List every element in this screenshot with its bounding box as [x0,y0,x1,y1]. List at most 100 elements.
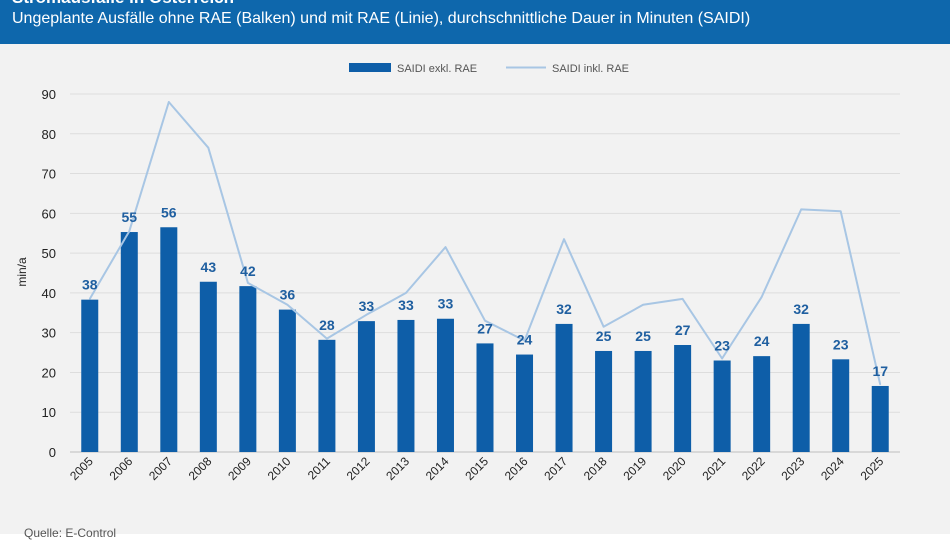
bar [595,350,613,452]
data-label: 17 [872,363,888,379]
data-label: 33 [359,298,375,314]
data-label: 24 [754,333,770,349]
x-tick-label: 2018 [581,454,610,483]
line-point [128,230,131,233]
x-tick-label: 2021 [699,454,728,483]
source-note: Quelle: E-Control [24,526,117,540]
x-tick-label: 2012 [344,454,373,483]
line-series [88,101,882,386]
y-tick-label: 80 [42,127,56,142]
y-axis-ticks: 0 10 20 30 40 50 60 70 80 90 [42,87,56,460]
line-point [405,292,407,294]
line-point [879,383,882,386]
y-tick-label: 70 [42,167,56,182]
bar [397,319,415,452]
line-point [88,298,91,300]
x-tick-label: 2013 [383,454,412,483]
data-label: 25 [596,328,612,344]
x-tick-label: 2015 [462,454,491,483]
y-axis-label: min/a [15,257,29,287]
x-tick-label: 2007 [146,454,175,483]
bar-series [81,227,889,452]
y-tick-label: 40 [42,286,56,301]
data-label: 23 [714,338,730,354]
line-point [721,357,723,360]
data-label: 56 [161,204,177,220]
legend-bar-swatch [349,63,391,72]
line-point [800,208,802,211]
data-label: 55 [121,209,137,225]
chart-title: Stromausfälle in Österreich [12,0,234,8]
legend-line-label: SAIDI inkl. RAE [552,63,629,75]
y-tick-label: 50 [42,246,56,261]
bar [476,343,494,452]
bar [516,354,534,452]
y-tick-label: 90 [42,87,56,102]
data-label: 25 [635,328,651,344]
line-point [681,298,684,300]
bar [278,309,296,452]
line-point [365,313,368,316]
data-label: 36 [280,287,296,303]
line-point [168,101,170,103]
bar [81,299,99,452]
bar [832,359,850,452]
chart-subtitle: Ungeplante Ausfälle ohne RAE (Balken) un… [12,10,751,27]
data-label: 24 [517,332,533,348]
x-tick-label: 2010 [265,454,294,483]
bar [199,281,217,452]
x-tick-label: 2008 [186,454,215,483]
data-label: 23 [833,336,849,352]
chart-header: Stromausfälle in Österreich Ungeplante A… [0,0,950,44]
line-point [247,282,249,284]
line-point [286,304,289,306]
x-axis-ticks: 2005 2006 2007 2008 2009 2010 2011 2012 2013 2014… [67,454,886,483]
legend-bar-label: SAIDI exkl. RAE [397,63,477,75]
y-tick-label: 10 [42,405,56,420]
data-label: 42 [240,263,256,279]
bar [871,385,889,452]
data-label: 27 [675,322,691,338]
x-tick-label: 2006 [107,454,136,483]
x-tick-label: 2016 [502,454,531,483]
bar [436,318,454,452]
data-label: 32 [556,301,572,317]
bar [792,323,810,452]
bar [120,232,138,452]
data-label: 28 [319,317,335,333]
x-tick-label: 2017 [541,454,570,483]
y-tick-label: 0 [49,445,56,460]
x-tick-label: 2005 [67,454,96,483]
x-tick-label: 2022 [739,454,768,483]
y-tick-label: 30 [42,326,56,341]
legend: SAIDI exkl. RAE SAIDI inkl. RAE [349,63,629,75]
bar [634,350,652,452]
x-tick-label: 2023 [779,454,808,483]
line-point [444,246,447,248]
data-label: 27 [477,320,493,336]
line-point [602,325,605,328]
bar [555,323,573,452]
data-label: 33 [398,297,414,313]
x-tick-label: 2020 [660,454,689,483]
data-label: 43 [201,259,217,275]
line-point [523,339,526,342]
data-labels: 38 55 56 43 42 36 28 33 33 33 27 24 32 25 25 27 23 24 32 23… [82,204,888,379]
data-label: 33 [438,296,454,312]
line-point [642,304,644,306]
line-point [484,319,486,322]
bar [239,286,257,452]
x-tick-label: 2019 [620,454,649,483]
data-label: 32 [793,301,809,317]
line-point [326,337,328,340]
line-point [563,238,565,240]
bar [674,344,692,452]
x-tick-label: 2009 [225,454,254,483]
bar [753,356,771,452]
x-tick-label: 2011 [305,454,333,482]
bar [160,227,178,452]
bar [357,321,375,452]
x-tick-label: 2025 [858,454,887,483]
x-tick-label: 2024 [818,454,847,483]
